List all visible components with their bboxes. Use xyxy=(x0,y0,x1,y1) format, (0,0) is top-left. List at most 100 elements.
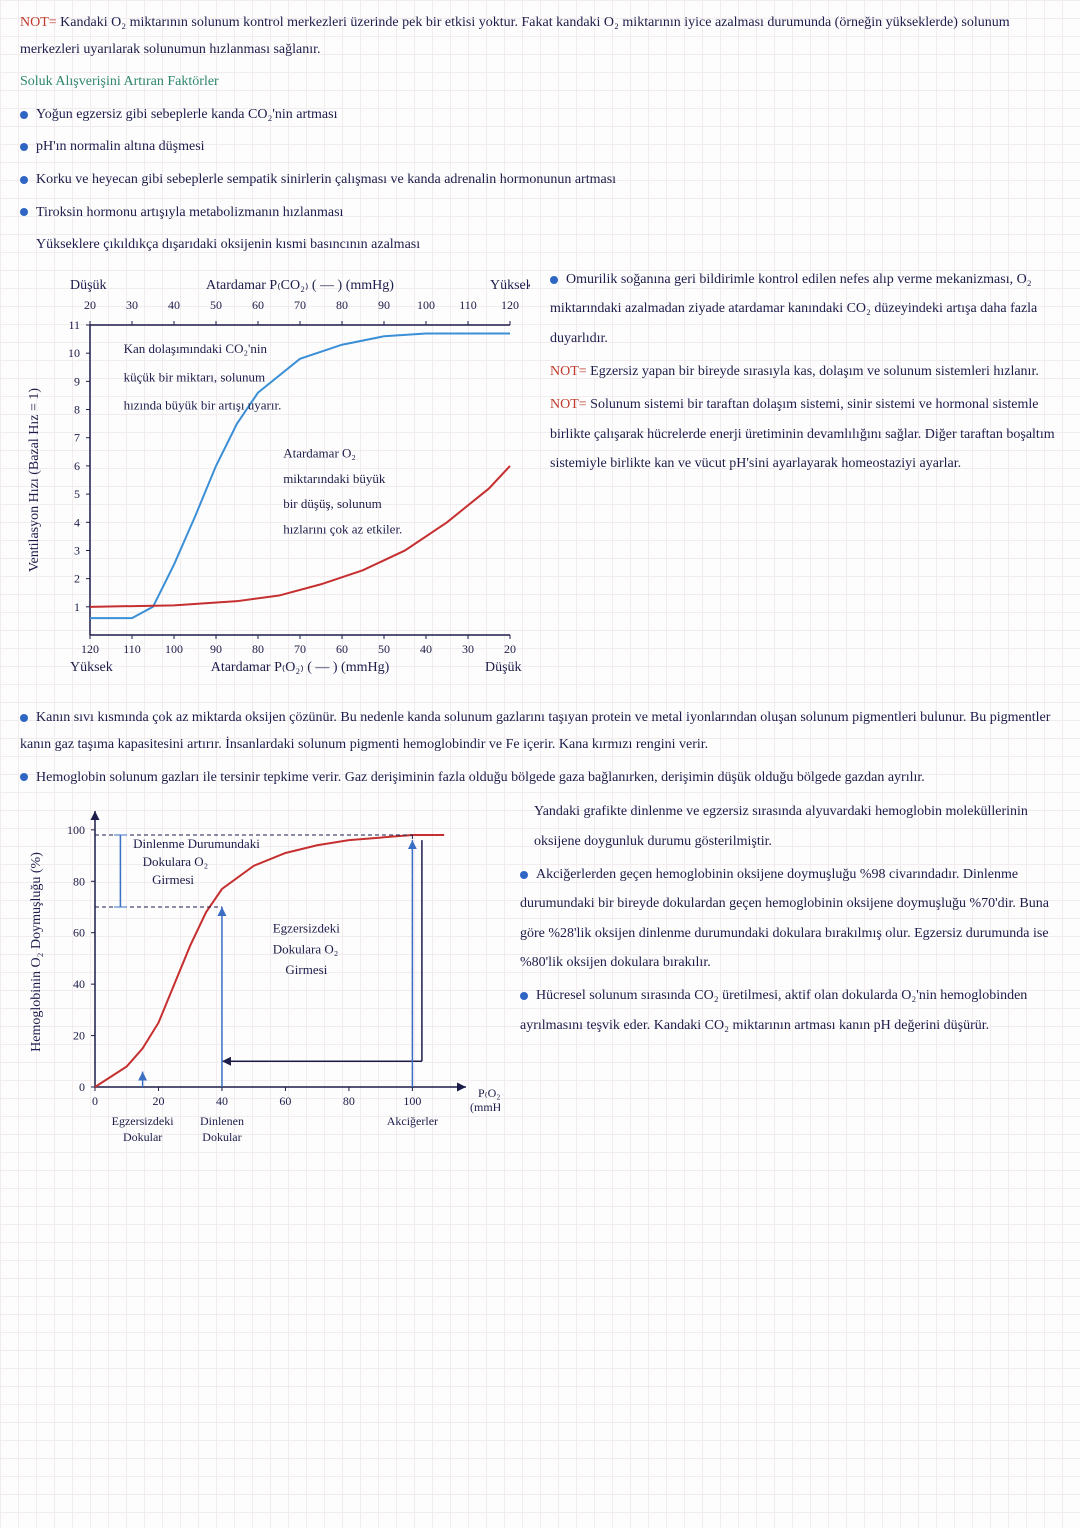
svg-text:Akciğerler: Akciğerler xyxy=(387,1114,438,1128)
svg-text:Girmesi: Girmesi xyxy=(152,872,194,887)
svg-text:bir düşüş, solunum: bir düşüş, solunum xyxy=(283,496,382,511)
svg-text:20: 20 xyxy=(84,298,96,312)
svg-text:Hemoglobinin O₂ Doymuşluğu (%): Hemoglobinin O₂ Doymuşluğu (%) xyxy=(29,852,44,1052)
note-1-text: Kandaki O₂ miktarının solunum kontrol me… xyxy=(20,15,1010,57)
svg-text:100: 100 xyxy=(67,823,85,837)
svg-text:8: 8 xyxy=(74,402,80,416)
svg-text:10: 10 xyxy=(68,346,80,360)
svg-text:Düşük: Düşük xyxy=(70,278,107,293)
svg-text:P₍O₂₎: P₍O₂₎ xyxy=(478,1086,500,1100)
svg-text:küçük bir miktarı, solunum: küçük bir miktarı, solunum xyxy=(124,369,266,384)
svg-text:80: 80 xyxy=(336,298,348,312)
svg-text:110: 110 xyxy=(123,642,141,656)
svg-text:Atardamar P₍CO₂₎ ( — ) (mmHg): Atardamar P₍CO₂₎ ( — ) (mmHg) xyxy=(206,278,394,293)
svg-text:30: 30 xyxy=(462,642,474,656)
svg-text:40: 40 xyxy=(73,977,85,991)
chart1: Düşük Atardamar P₍CO₂₎ ( — ) (mmHg) Yüksek… xyxy=(20,265,530,706)
svg-text:miktarındaki büyük: miktarındaki büyük xyxy=(283,471,386,486)
svg-text:6: 6 xyxy=(74,459,80,473)
svg-text:5: 5 xyxy=(74,487,80,501)
svg-text:Dokulara O₂: Dokulara O₂ xyxy=(143,854,209,869)
svg-text:Kan dolaşımındaki CO₂'nin: Kan dolaşımındaki CO₂'nin xyxy=(124,341,268,356)
svg-text:hızında büyük bir artışı uyarı: hızında büyük bir artışı uyarır. xyxy=(124,397,282,412)
svg-text:Atardamar O₂: Atardamar O₂ xyxy=(283,445,356,460)
bullet-4: Tiroksin hormonu artışıyla metabolizmanı… xyxy=(20,200,1060,227)
svg-text:100: 100 xyxy=(165,642,183,656)
svg-text:60: 60 xyxy=(336,642,348,656)
bullet-3: Korku ve heyecan gibi sebeplerle sempati… xyxy=(20,167,1060,194)
bullet-1: Yoğun egzersiz gibi sebeplerle kanda CO₂… xyxy=(20,102,1060,129)
svg-text:100: 100 xyxy=(417,298,435,312)
note2-text: Egzersiz yapan bir bireyde sırasıyla kas… xyxy=(587,364,1039,379)
svg-text:20: 20 xyxy=(152,1094,164,1108)
svg-text:0: 0 xyxy=(79,1080,85,1094)
svg-text:120: 120 xyxy=(81,642,99,656)
svg-text:70: 70 xyxy=(294,642,306,656)
mid-b1: Kanın sıvı kısmında çok az miktarda oksi… xyxy=(20,705,1060,758)
side-text-1: Omurilik soğanına geri bildirimle kontro… xyxy=(550,265,1060,706)
svg-text:70: 70 xyxy=(294,298,306,312)
svg-text:80: 80 xyxy=(252,642,264,656)
note2-label: NOT= xyxy=(550,364,587,379)
svg-text:60: 60 xyxy=(279,1094,291,1108)
svg-text:Atardamar P₍O₂₎ ( — ) (mmHg): Atardamar P₍O₂₎ ( — ) (mmHg) xyxy=(211,660,390,675)
svg-text:80: 80 xyxy=(343,1094,355,1108)
chart2: 020406080100020406080100P₍O₂₎(mmHg)Hemog… xyxy=(20,797,500,1178)
svg-text:1: 1 xyxy=(74,600,80,614)
svg-text:90: 90 xyxy=(210,642,222,656)
side2-p1: Yandaki grafikte dinlenme ve egzersiz sı… xyxy=(520,797,1060,856)
svg-text:Dokular: Dokular xyxy=(123,1130,162,1144)
chart1-svg: Düşük Atardamar P₍CO₂₎ ( — ) (mmHg) Yüksek… xyxy=(20,265,530,695)
svg-text:Girmesi: Girmesi xyxy=(285,962,327,977)
row-chart2: 020406080100020406080100P₍O₂₎(mmHg)Hemog… xyxy=(20,797,1060,1178)
svg-text:120: 120 xyxy=(501,298,519,312)
svg-text:Düşük: Düşük xyxy=(485,660,522,675)
svg-text:Egzersizdeki: Egzersizdeki xyxy=(273,921,341,936)
svg-text:Yüksek: Yüksek xyxy=(490,278,530,293)
svg-text:20: 20 xyxy=(73,1029,85,1043)
svg-text:40: 40 xyxy=(420,642,432,656)
svg-text:40: 40 xyxy=(216,1094,228,1108)
svg-text:4: 4 xyxy=(74,515,80,529)
svg-text:90: 90 xyxy=(378,298,390,312)
side1-p1: Omurilik soğanına geri bildirimle kontro… xyxy=(550,265,1060,353)
svg-text:3: 3 xyxy=(74,543,80,557)
svg-text:7: 7 xyxy=(74,430,80,444)
svg-text:Yüksek: Yüksek xyxy=(70,660,113,675)
row-chart1: Düşük Atardamar P₍CO₂₎ ( — ) (mmHg) Yüksek… xyxy=(20,265,1060,706)
bullet-2: pH'ın normalin altına düşmesi xyxy=(20,134,1060,161)
svg-text:9: 9 xyxy=(74,374,80,388)
svg-text:80: 80 xyxy=(73,874,85,888)
note3-text: Solunum sistemi bir taraftan dolaşım sis… xyxy=(550,397,1055,471)
svg-text:0: 0 xyxy=(92,1094,98,1108)
svg-text:30: 30 xyxy=(126,298,138,312)
side2-b2: Hücresel solunum sırasında CO₂ üretilmes… xyxy=(520,981,1060,1040)
svg-text:60: 60 xyxy=(252,298,264,312)
svg-text:40: 40 xyxy=(168,298,180,312)
side2-b1: Akciğerlerden geçen hemoglobinin oksijen… xyxy=(520,860,1060,978)
sub-line: Yükseklere çıkıldıkça dışarıdaki oksijen… xyxy=(20,232,1060,259)
svg-text:110: 110 xyxy=(459,298,477,312)
note-1-label: NOT= xyxy=(20,15,57,30)
heading-factors: Soluk Alışverişini Artıran Faktörler xyxy=(20,69,1060,96)
svg-text:2: 2 xyxy=(74,571,80,585)
svg-text:50: 50 xyxy=(210,298,222,312)
svg-text:Dinlenen: Dinlenen xyxy=(200,1114,244,1128)
mid-b2: Hemoglobin solunum gazları ile tersinir … xyxy=(20,765,1060,792)
svg-text:Dinlenme Durumundaki: Dinlenme Durumundaki xyxy=(133,836,260,851)
side-text-2: Yandaki grafikte dinlenme ve egzersiz sı… xyxy=(520,797,1060,1178)
svg-text:hızlarını çok az etkiler.: hızlarını çok az etkiler. xyxy=(283,521,402,536)
note3-label: NOT= xyxy=(550,397,587,412)
chart2-svg: 020406080100020406080100P₍O₂₎(mmHg)Hemog… xyxy=(20,797,500,1167)
svg-text:60: 60 xyxy=(73,926,85,940)
svg-text:11: 11 xyxy=(68,318,80,332)
svg-text:Egzersizdeki: Egzersizdeki xyxy=(112,1114,175,1128)
svg-text:100: 100 xyxy=(403,1094,421,1108)
svg-text:20: 20 xyxy=(504,642,516,656)
svg-text:50: 50 xyxy=(378,642,390,656)
svg-text:Dokulara O₂: Dokulara O₂ xyxy=(273,941,339,956)
side1-note2: NOT= Egzersiz yapan bir bireyde sırasıyl… xyxy=(550,357,1060,386)
note-1: NOT= Kandaki O₂ miktarının solunum kontr… xyxy=(20,10,1060,63)
svg-text:Ventilasyon Hızı (Bazal Hız =: Ventilasyon Hızı (Bazal Hız = 1) xyxy=(27,387,42,571)
side1-note3: NOT= Solunum sistemi bir taraftan dolaşı… xyxy=(550,390,1060,478)
